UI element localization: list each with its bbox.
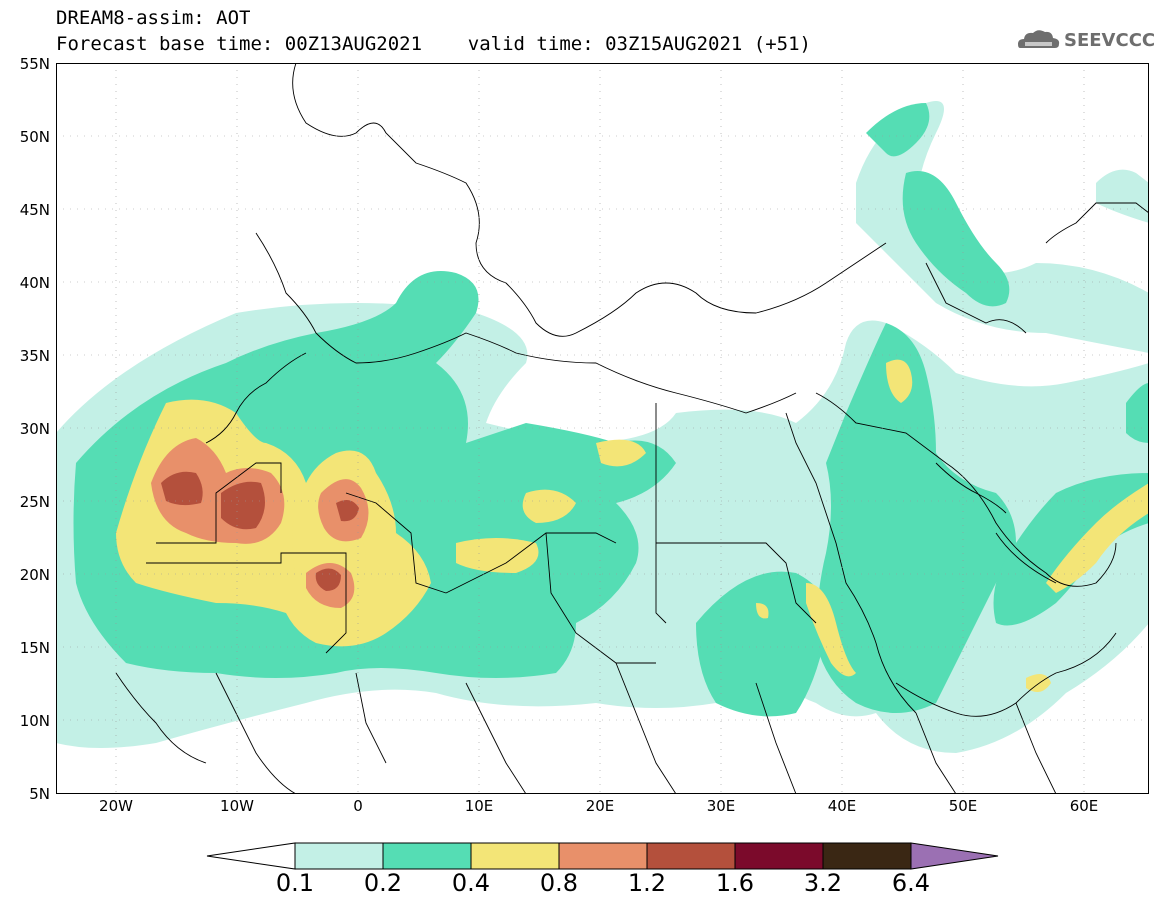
lon-label: 0 (353, 797, 363, 815)
lon-label: 10E (464, 797, 494, 815)
lon-label: 40E (827, 797, 857, 815)
colorbar-label: 0.8 (539, 869, 579, 897)
lat-label: 55N (19, 55, 50, 73)
colorbar-label: 0.1 (275, 869, 315, 897)
lat-label: 40N (19, 274, 50, 292)
colorbar-label: 6.4 (891, 869, 931, 897)
lon-label: 30E (706, 797, 736, 815)
logo-text: SEEVCCC (1064, 30, 1156, 51)
map-title: DREAM8-assim: AOT (56, 7, 251, 29)
lat-label: 45N (19, 201, 50, 219)
graticule (56, 63, 1149, 794)
colorbar-label: 0.4 (451, 869, 491, 897)
seevccc-logo-icon (1018, 30, 1060, 48)
lat-label: 50N (19, 128, 50, 146)
colorbar-label: 3.2 (803, 869, 843, 897)
lon-label: 20W (99, 797, 133, 815)
colorbar-label: 1.6 (715, 869, 755, 897)
country-borders (115, 63, 1149, 794)
colorbar-label: 0.2 (363, 869, 403, 897)
lat-label: 35N (19, 347, 50, 365)
aot-map[interactable] (56, 63, 1149, 794)
lat-label: 20N (19, 566, 50, 584)
lat-label: 10N (19, 712, 50, 730)
lon-label: 10W (220, 797, 254, 815)
lat-label: 5N (29, 785, 50, 803)
colorbar (206, 842, 999, 870)
colorbar-label: 1.2 (627, 869, 667, 897)
lat-label: 15N (19, 639, 50, 657)
lon-label: 50E (948, 797, 978, 815)
lat-label: 30N (19, 420, 50, 438)
map-subtitle: Forecast base time: 00Z13AUG2021 valid t… (56, 33, 811, 55)
lon-label: 20E (585, 797, 615, 815)
lon-label: 60E (1069, 797, 1099, 815)
lat-label: 25N (19, 493, 50, 511)
